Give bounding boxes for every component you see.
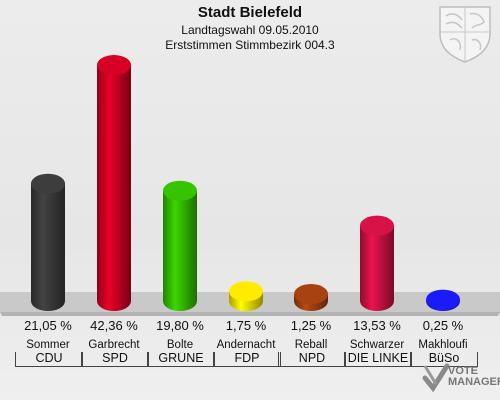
- data-label: 19,80 %: [156, 318, 204, 333]
- bar-body: [360, 225, 394, 311]
- bar-gr-ne: [163, 180, 197, 311]
- data-label: 0,25 %: [422, 318, 464, 333]
- candidate-label: Garbrecht: [88, 339, 140, 351]
- party-label: SPD: [81, 352, 149, 367]
- party-label: FDP: [213, 352, 281, 367]
- data-label: 21,05 %: [24, 318, 72, 333]
- chart-title: Stadt Bielefeld: [197, 4, 303, 21]
- bar-die-linke: [360, 215, 394, 311]
- bar-body: [163, 190, 197, 311]
- coat-of-arms-icon: [439, 6, 491, 63]
- chart-subtitle-2: Erststimmen Stimmbezirk 004.3: [165, 38, 335, 52]
- bar-top: [163, 180, 197, 201]
- data-label: 1,25 %: [290, 318, 332, 333]
- party-label: CDU: [15, 352, 83, 367]
- bar-body: [97, 65, 131, 311]
- party-label: GRÜNE: [147, 352, 215, 367]
- percentage-row: 21,05 % 42,36 % 19,80 % 1,75 % 1,25 % 13,53 %…: [0, 318, 500, 334]
- bar-top: [97, 55, 131, 76]
- bar-b-so: [426, 289, 460, 311]
- chart-subtitle: Landtagswahl 09.05.2010: [181, 23, 319, 37]
- candidate-label: Andernacht: [216, 339, 276, 351]
- bar-npd: [294, 284, 328, 311]
- candidate-label: Schwarzer: [349, 339, 405, 351]
- party-label: NPD: [278, 352, 346, 367]
- check-mark-icon: [422, 363, 450, 393]
- logo-text-vote: VOTE: [448, 365, 478, 377]
- vote-manager-logo: VOTE MANAGER: [422, 362, 500, 394]
- bar-cdu: [31, 173, 65, 311]
- data-label: 1,75 %: [225, 318, 267, 333]
- party-row: CDU SPD GRÜNE FDP NPD DIE LINKE BüSo: [0, 352, 500, 368]
- bar-top: [229, 281, 263, 302]
- candidate-label: Makhloufi: [418, 339, 468, 351]
- data-label: 13,53 %: [353, 318, 401, 333]
- bar-top: [294, 284, 328, 305]
- candidate-label: Bolte: [166, 339, 194, 351]
- data-label: 42,36 %: [90, 318, 138, 333]
- bar-top: [426, 289, 460, 310]
- bar-body: [31, 183, 65, 311]
- candidate-label: Reball: [294, 339, 328, 351]
- bar-fdp: [229, 281, 263, 311]
- candidate-label: Sommer: [26, 339, 70, 351]
- party-label: DIE LINKE: [344, 352, 412, 367]
- logo-text-manager: MANAGER: [448, 376, 500, 388]
- bar-spd: [97, 55, 131, 311]
- bar-top: [360, 215, 394, 236]
- bar-top: [31, 173, 65, 194]
- candidate-row: Sommer Garbrecht Bolte Andernacht Reball Schw…: [0, 339, 500, 355]
